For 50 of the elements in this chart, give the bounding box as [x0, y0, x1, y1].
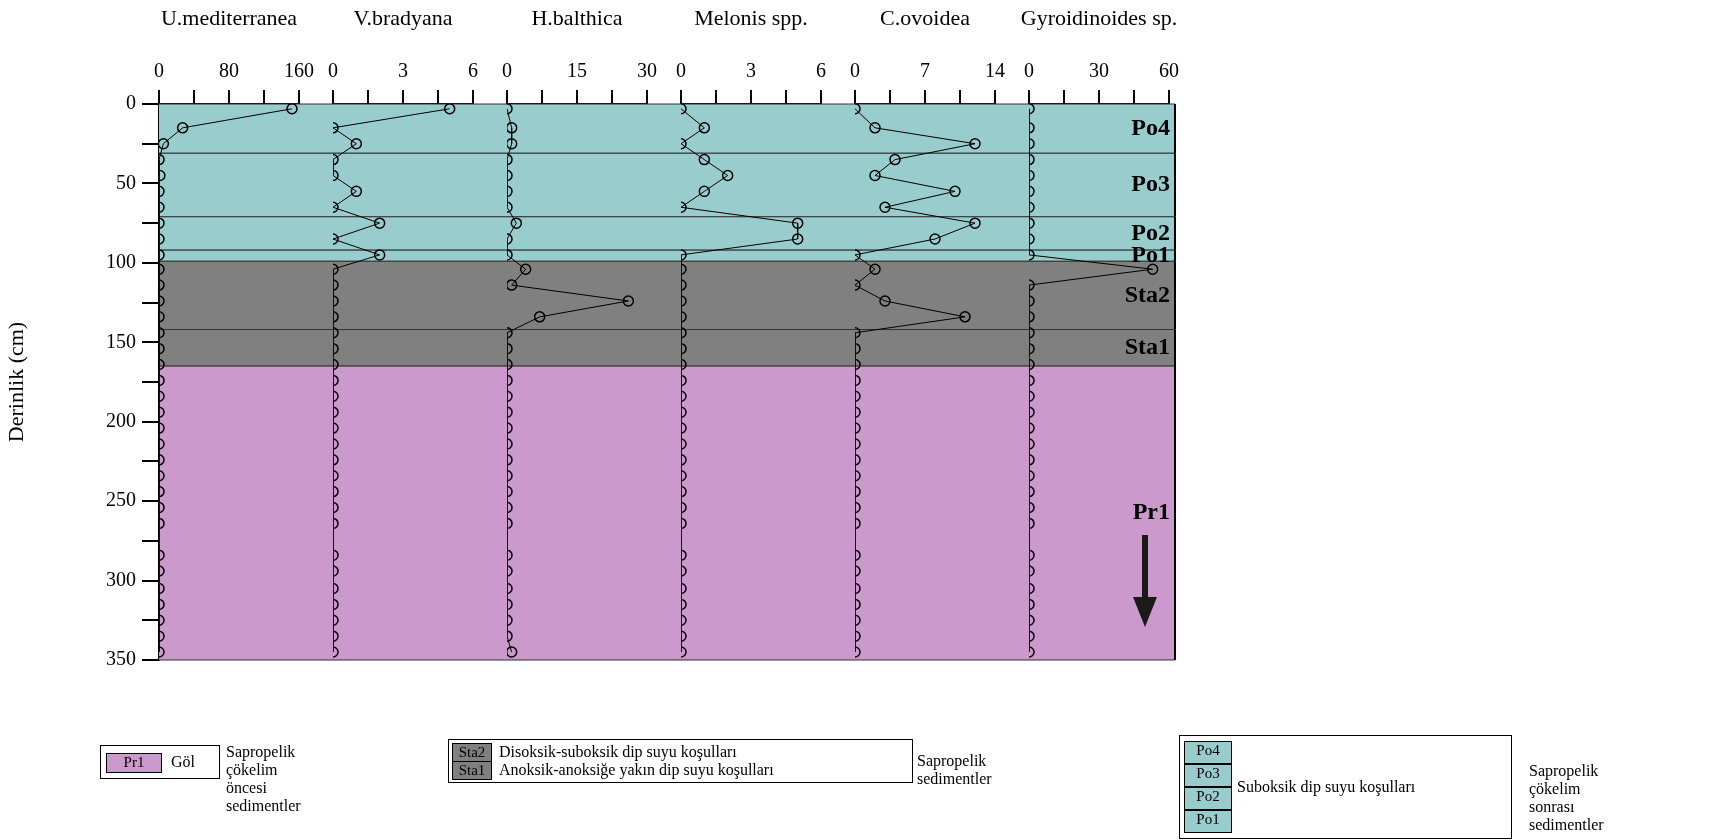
chart-title: V.bradyana — [353, 4, 453, 30]
chart-title: U.mediterranea — [160, 4, 298, 30]
chart-title: Melonis spp. — [694, 4, 808, 30]
x-tick-label: 30 — [637, 59, 657, 82]
y-tick-label: 300 — [106, 567, 136, 590]
x-tick-label: 14 — [985, 59, 1005, 82]
point — [969, 217, 981, 229]
y-axis-title: Derinlik (cm) — [2, 321, 28, 443]
y-tick-label: 250 — [106, 488, 136, 511]
x-tick-label: 0 — [676, 59, 686, 82]
y-tick-label: 350 — [106, 647, 136, 670]
x-tick-label: 15 — [567, 59, 587, 82]
y-tick-label: 150 — [106, 329, 136, 352]
point — [969, 137, 981, 150]
legend-frame: Po4 Po3 Po2 Po1 Suboksik dip suyu koşulları — [1179, 735, 1512, 839]
band-label: Po4 — [1131, 113, 1170, 140]
x-tick-label: 3 — [398, 59, 408, 82]
band-label: Pr1 — [1132, 498, 1170, 525]
x-tick-label: 160 — [284, 59, 314, 82]
x-tick-label: 3 — [746, 59, 756, 82]
x-tick-label: 0 — [850, 59, 860, 82]
text: Sapropelik çökelim öncesi sedimentler — [226, 743, 301, 815]
chart-title: H.balthica — [531, 4, 623, 30]
x-tick-label: 0 — [328, 59, 338, 82]
x-tick-label: 80 — [219, 59, 239, 82]
text: Sapropelik sedimentler — [917, 752, 992, 788]
legend-frame: Sta2 Sta1 Disoksik-suboksik dip suyu koşulları Anoksik-anoksiğe yakın dip suyu koşulları — [448, 739, 913, 783]
point — [929, 233, 941, 245]
y-tick-label: 200 — [106, 408, 136, 431]
x-tick-label: 0 — [1024, 59, 1034, 82]
y-tick-label: 100 — [106, 250, 136, 273]
text: Sapropelik çökelim sonrası sedimentler — [1529, 762, 1604, 834]
y-tick-label: 0 — [126, 91, 136, 114]
x-tick-label: 60 — [1159, 59, 1179, 82]
band-label: Sta2 — [1124, 280, 1170, 307]
chart-title: Gyroidinoides sp. — [1020, 4, 1178, 30]
x-tick-label: 6 — [468, 59, 478, 82]
x-tick-label: 6 — [816, 59, 826, 82]
y-tick-label: 50 — [116, 170, 136, 193]
x-tick-label: 0 — [154, 59, 164, 82]
chart-title: C.ovoidea — [880, 4, 971, 30]
point — [949, 185, 961, 198]
x-tick-label: 0 — [502, 59, 512, 82]
x-tick-label: 7 — [920, 59, 930, 82]
point — [889, 153, 901, 166]
band-label: Sta1 — [1124, 333, 1170, 360]
band-label: Po3 — [1131, 170, 1170, 197]
x-tick-label: 30 — [1089, 59, 1109, 82]
point — [959, 311, 971, 323]
legend-frame: Pr1 Göl — [100, 745, 220, 779]
